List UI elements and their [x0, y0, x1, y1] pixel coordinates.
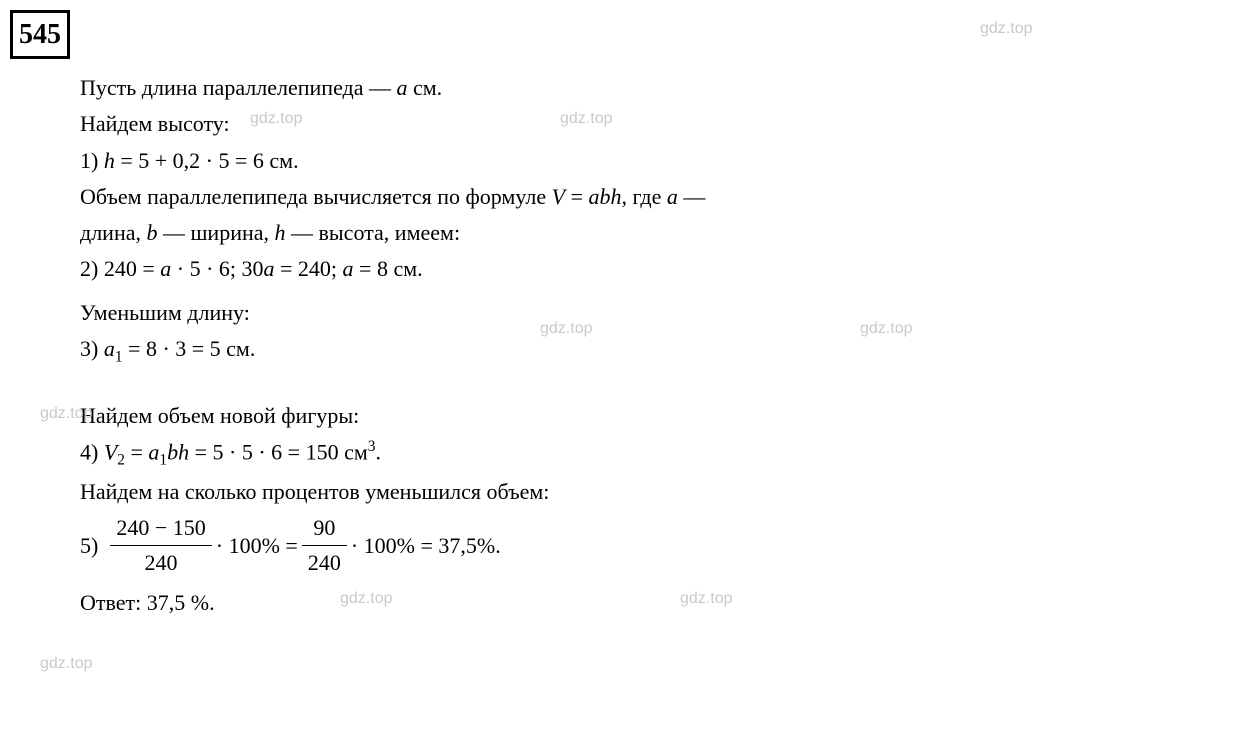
- text: длина,: [80, 220, 146, 245]
- equation-2: 2) 240 = a · 5 · 6; 30a = 240; a = 8 см.: [40, 252, 1228, 286]
- equation-5: 5) 240 − 150 240 · 100% = 90 240 · 100% …: [40, 511, 1228, 580]
- var-bh: bh: [167, 440, 189, 465]
- equation-3: 3) a1 = 8 · 3 = 5 см.: [40, 332, 1228, 369]
- text-line-2: Найдем высоту:: [40, 107, 1228, 141]
- text: · 100% = 37,5%.: [351, 529, 501, 563]
- text: =: [565, 184, 588, 209]
- text: = 5 + 0,2 · 5 = 6 см.: [115, 148, 299, 173]
- text: = 5 · 5 · 6 = 150 см: [189, 440, 368, 465]
- text: = 8 · 3 = 5 см.: [123, 336, 256, 361]
- var-h: h: [104, 148, 115, 173]
- var-abh: abh: [588, 184, 621, 209]
- text-line-1: Пусть длина параллелепипеда — a см.: [40, 71, 1228, 105]
- text-line-9: Найдем объем новой фигуры:: [40, 399, 1228, 433]
- label: 5): [80, 529, 98, 563]
- equation-4: 4) V2 = a1bh = 5 · 5 · 6 = 150 см3.: [40, 435, 1228, 473]
- var-b: b: [146, 220, 157, 245]
- problem-number: 545: [10, 10, 70, 59]
- var-V: V: [552, 184, 565, 209]
- text: , где: [621, 184, 666, 209]
- numerator: 240 − 150: [110, 511, 211, 546]
- var-a: a: [343, 256, 354, 281]
- text: см.: [408, 75, 443, 100]
- text: · 5 · 6; 30: [171, 256, 263, 281]
- answer-line: Ответ: 37,5 %.: [40, 586, 1228, 620]
- var-a: a: [667, 184, 678, 209]
- text-line-11: Найдем на сколько процентов уменьшился о…: [40, 475, 1228, 509]
- text: — ширина,: [157, 220, 274, 245]
- equation-1: 1) h = 5 + 0,2 · 5 = 6 см.: [40, 144, 1228, 178]
- text: —: [678, 184, 706, 209]
- var-a1: a: [148, 440, 159, 465]
- text: · 100% =: [216, 529, 298, 563]
- var-a: a: [264, 256, 275, 281]
- subscript-1: 1: [115, 348, 123, 365]
- text: Объем параллелепипеда вычисляется по фор…: [80, 184, 552, 209]
- label: 3): [80, 336, 104, 361]
- text-line-4: Объем параллелепипеда вычисляется по фор…: [40, 180, 1228, 214]
- label: 4): [80, 440, 104, 465]
- subscript-1: 1: [159, 452, 167, 469]
- subscript-2: 2: [117, 452, 125, 469]
- text: — высота, имеем:: [286, 220, 461, 245]
- denominator: 240: [302, 546, 347, 580]
- numerator: 90: [302, 511, 347, 546]
- fraction-2: 90 240: [302, 511, 347, 580]
- text: =: [125, 440, 148, 465]
- text-line-7: Уменьшим длину:: [40, 296, 1228, 330]
- text: .: [375, 440, 381, 465]
- text: = 8 см.: [354, 256, 423, 281]
- denominator: 240: [110, 546, 211, 580]
- text: Пусть длина параллелепипеда —: [80, 75, 397, 100]
- watermark: gdz.top: [40, 655, 92, 673]
- var-a1: a: [104, 336, 115, 361]
- var-a: a: [397, 75, 408, 100]
- text: 240 =: [104, 256, 160, 281]
- var-a: a: [160, 256, 171, 281]
- var-V2: V: [104, 440, 117, 465]
- text-line-5: длина, b — ширина, h — высота, имеем:: [40, 216, 1228, 250]
- label: 2): [80, 256, 104, 281]
- fraction-1: 240 − 150 240: [110, 511, 211, 580]
- label: 1): [80, 148, 104, 173]
- text: = 240;: [275, 256, 343, 281]
- var-h: h: [275, 220, 286, 245]
